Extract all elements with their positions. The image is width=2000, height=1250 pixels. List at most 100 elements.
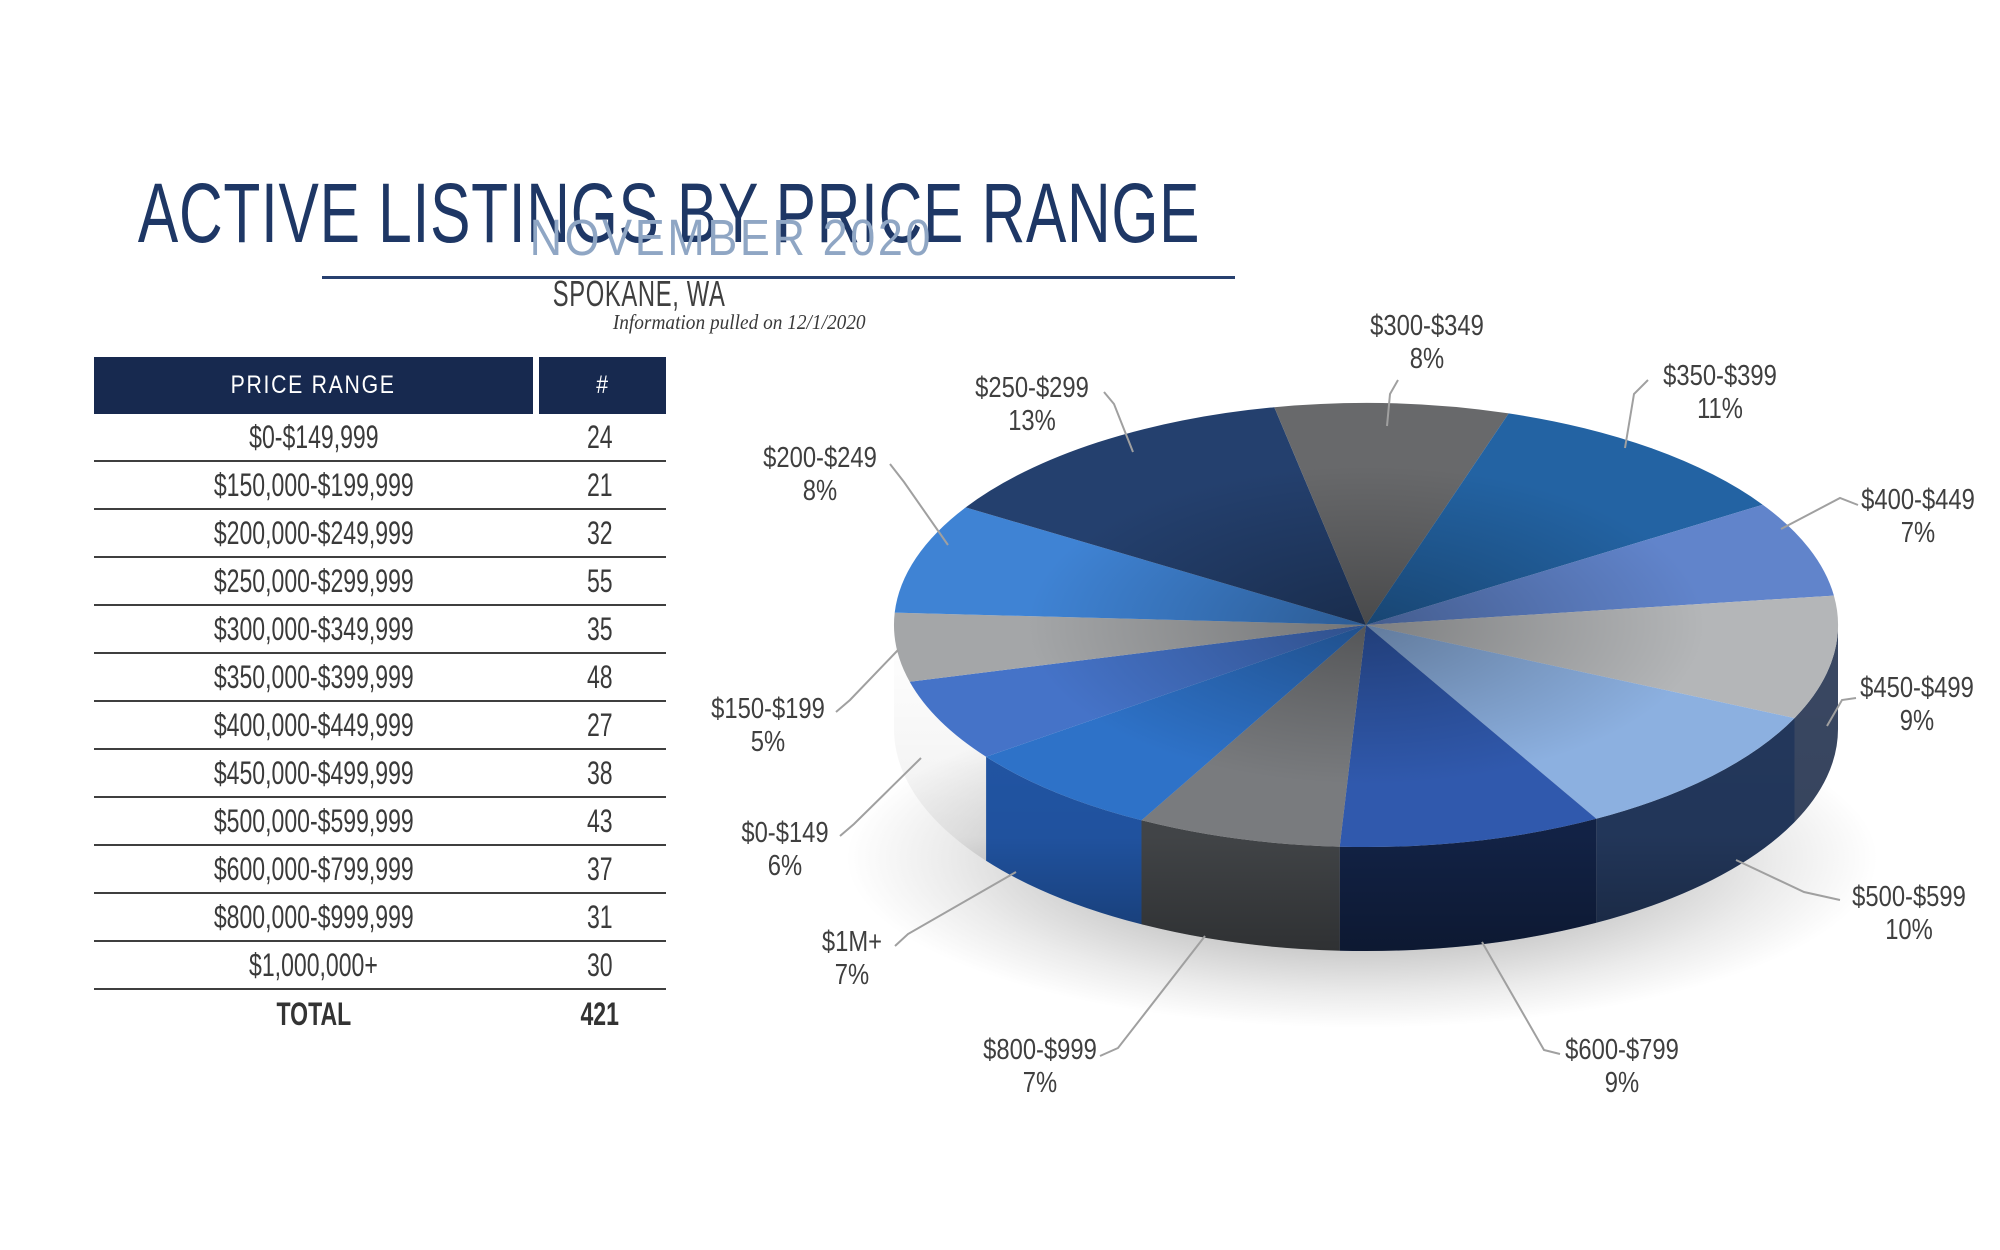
table-row: $800,000-$999,999 31 [94,894,666,942]
price-range-cell: $300,000-$349,999 [213,610,414,647]
count-cell: 32 [586,514,613,551]
pie-label-$300-$349: $300-$349 8% [1297,310,1557,376]
page-location: SPOKANE, WA [552,273,726,314]
count-cell: 27 [586,706,613,743]
price-range-cell: $250,000-$299,999 [213,562,414,599]
pie-label-percent: 8% [1409,343,1445,375]
table-row: $150,000-$199,999 21 [94,462,666,510]
count-cell: 55 [586,562,613,599]
price-range-cell: $450,000-$499,999 [213,754,414,791]
pie-label-$1M+: $1M+ 7% [722,926,982,992]
price-range-cell: $1,000,000+ [249,946,378,983]
pie-label-percent: 5% [750,726,786,758]
header-cell-price-range: PRICE RANGE [94,357,533,414]
count-cell: 43 [586,802,613,839]
table-total-row: TOTAL 421 [94,990,666,1038]
price-range-cell: $150,000-$199,999 [213,466,414,503]
table-row: $450,000-$499,999 38 [94,750,666,798]
pie-label-$350-$399: $350-$399 11% [1590,360,1850,426]
header-cell-price-range-label: PRICE RANGE [230,371,397,399]
table-row: $300,000-$349,999 35 [94,606,666,654]
header-cell-count: # [539,357,666,414]
leader-line-$350-$399 [1624,379,1649,449]
pie-label-percent: 8% [802,475,838,507]
pie-label-percent: 6% [767,850,803,882]
pie-label-$0-$149: $0-$149 6% [655,817,915,883]
pie-label-$250-$299: $250-$299 13% [902,372,1162,438]
pie-label-percent: 10% [1885,914,1933,946]
pie-top-shading [894,403,1838,847]
leader-line-$250-$299 [1103,391,1134,453]
pie-label-percent: 9% [1604,1067,1640,1099]
count-cell: 48 [586,658,613,695]
price-range-cell: $0-$149,999 [248,418,379,455]
table-body: $0-$149,999 24 $150,000-$199,999 21 $200,000… [94,414,666,1038]
count-cell: 24 [586,418,613,455]
table-row: $400,000-$449,999 27 [94,702,666,750]
price-range-cell: $200,000-$249,999 [213,514,414,551]
listings-table: PRICE RANGE # $0-$149,999 24 $150,000-$199… [94,357,666,1038]
leader-line-$400-$449 [1780,496,1859,530]
price-range-cell: $600,000-$799,999 [213,850,414,887]
pie-label-percent: 11% [1697,393,1743,425]
leader-line-$600-$799 [1481,941,1561,1055]
pie-label-category: $0-$149 [741,817,829,849]
pie-label-percent: 9% [1899,705,1935,737]
pie-label-$800-$999: $800-$999 7% [910,1034,1170,1100]
table-row: $350,000-$399,999 48 [94,654,666,702]
price-range-cell: $400,000-$449,999 [213,706,414,743]
table-row: $250,000-$299,999 55 [94,558,666,606]
pie-label-category: $500-$599 [1852,881,1966,913]
pie-label-category: $150-$199 [711,693,825,725]
count-cell: 30 [586,946,613,983]
table-row: $200,000-$249,999 32 [94,510,666,558]
pie-label-category: $800-$999 [983,1034,1097,1066]
leader-line-$450-$499 [1826,697,1857,727]
count-cell: 31 [586,898,613,935]
leader-line-$500-$599 [1735,859,1841,901]
leader-line-$800-$999 [1099,935,1206,1057]
pie-label-category: $1M+ [821,926,883,958]
info-pulled-note: Information pulled on 12/1/2020 [612,310,866,334]
table-row: $1,000,000+ 30 [94,942,666,990]
table-row: $0-$149,999 24 [94,414,666,462]
count-cell: 21 [586,466,613,503]
pie-label-$400-$449: $400-$449 7% [1788,484,2000,550]
pie-label-$200-$249: $200-$249 8% [690,442,950,508]
pie-label-$150-$199: $150-$199 5% [638,693,898,759]
leader-line-$300-$349 [1386,379,1399,427]
pie-label-percent: 7% [1022,1067,1058,1099]
leader-line-$150-$199 [835,649,899,713]
page-title: ACTIVE LISTINGS BY PRICE RANGE [137,166,1201,260]
count-cell: 38 [586,754,613,791]
pie-label-percent: 7% [1900,517,1936,549]
pie-label-category: $300-$349 [1370,310,1484,342]
price-range-cell: $350,000-$399,999 [213,658,414,695]
leader-line-$200-$249 [889,463,949,546]
pie-label-category: $450-$499 [1860,672,1974,704]
total-value-cell: 421 [580,995,619,1032]
pie-label-category: $600-$799 [1565,1034,1679,1066]
count-cell: 37 [586,850,613,887]
pie-label-category: $400-$449 [1861,484,1975,516]
table-header-row: PRICE RANGE # [94,357,666,414]
pie-label-percent: 7% [834,959,870,991]
title-underline-rule [322,276,1235,279]
pie-label-category: $200-$249 [763,442,877,474]
total-label-cell: TOTAL [276,995,351,1032]
table-row: $500,000-$599,999 43 [94,798,666,846]
pie-label-category: $250-$299 [975,372,1089,404]
leader-line-$1M+ [894,871,1017,947]
price-range-cell: $500,000-$599,999 [213,802,414,839]
leader-line-$0-$149 [839,757,922,837]
pie-label-category: $350-$399 [1663,360,1777,392]
pie-side-shading [894,625,1838,951]
count-cell: 35 [586,610,613,647]
pie-label-percent: 13% [1008,405,1056,437]
pie-label-$600-$799: $600-$799 9% [1492,1034,1752,1100]
pie-label-$450-$499: $450-$499 9% [1787,672,2000,738]
header-divider [533,357,539,414]
